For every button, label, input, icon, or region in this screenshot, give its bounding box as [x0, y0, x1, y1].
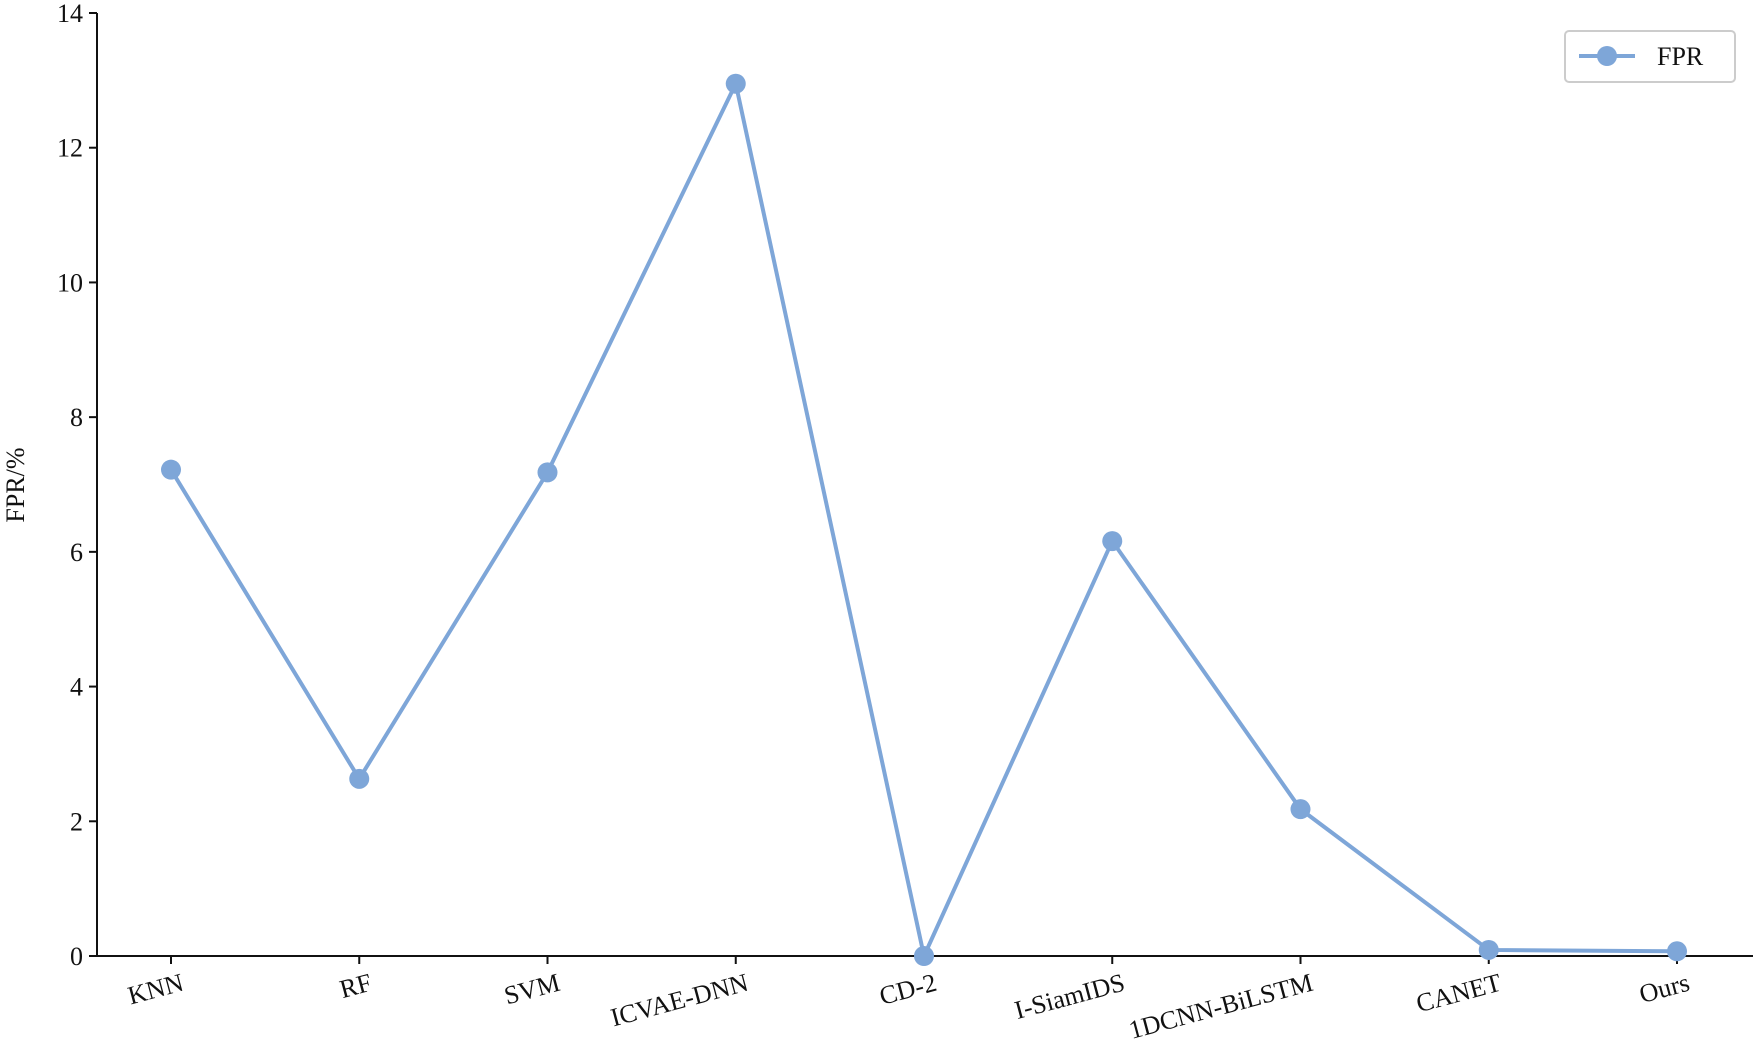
data-point	[1478, 939, 1499, 960]
data-point	[537, 462, 558, 483]
legend-marker	[1597, 46, 1617, 66]
data-point	[1667, 941, 1687, 962]
x-tick-label: I-SiamIDS	[1011, 968, 1127, 1025]
y-tick-label: 4	[70, 673, 83, 702]
x-tick-label: ICVAE-DNN	[608, 968, 752, 1033]
x-tick-label: KNN	[125, 968, 187, 1011]
y-tick-label: 12	[57, 134, 83, 163]
data-point	[1290, 799, 1311, 820]
legend-label: FPR	[1657, 42, 1704, 71]
legend-box	[1564, 30, 1736, 83]
data-point	[914, 946, 934, 966]
y-tick-label: 6	[70, 538, 83, 567]
y-tick-label: 0	[70, 942, 83, 971]
y-tick-label: 14	[57, 0, 83, 28]
y-tick-label: 2	[70, 807, 83, 836]
data-point	[161, 459, 181, 480]
data-point	[1102, 531, 1123, 552]
y-axis-label: FPR/%	[1, 447, 30, 522]
x-tick-label: Ours	[1636, 968, 1692, 1009]
x-tick-label: RF	[337, 968, 375, 1004]
data-point	[725, 73, 746, 94]
x-tick-label: 1DCNN-BiLSTM	[1126, 968, 1316, 1045]
x-tick-label: CANET	[1413, 968, 1504, 1018]
x-tick-label: CD-2	[876, 968, 939, 1011]
y-tick-label: 10	[57, 268, 83, 297]
x-tick-label: SVM	[501, 968, 563, 1011]
y-tick-label: 8	[70, 403, 83, 432]
data-point	[349, 768, 370, 789]
series-line	[169, 77, 1678, 963]
